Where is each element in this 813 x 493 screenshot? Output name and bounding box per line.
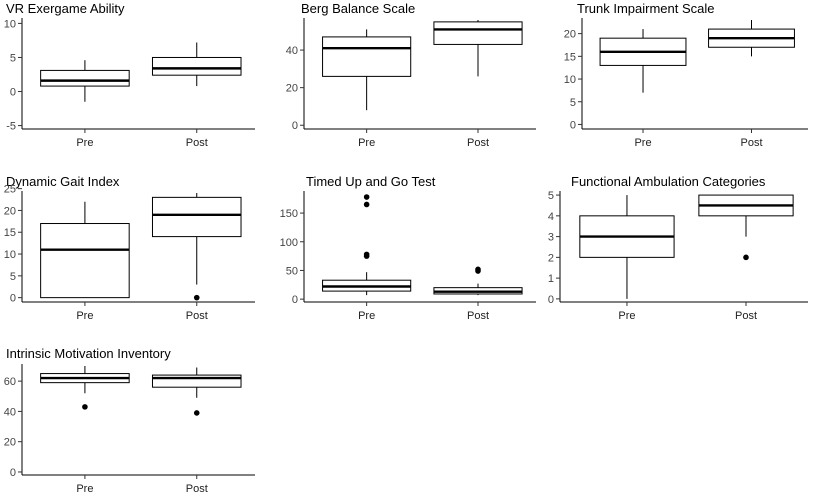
trunk-impairment-scale-y-tick-label: 15 [564,51,576,63]
trunk-impairment-scale-panel: Trunk Impairment Scale 0 5 10 15 20 Pre Post [564,1,808,149]
dynamic-gait-index-post-outlier-point [193,294,200,301]
dynamic-gait-index-x-tick-label-pre: Pre [76,310,93,322]
intrinsic-motivation-inventory-panel: Intrinsic Motivation Inventory 0 20 40 60 Pre… [4,346,255,493]
functional-ambulation-categories-y-tick-label: 1 [548,273,554,285]
timed-up-and-go-test-post-outlier-point [475,266,481,273]
dynamic-gait-index-title: Dynamic Gait Index [6,174,120,189]
vr-exergame-ability-y-tick-label: 5 [10,52,16,64]
dynamic-gait-index-y-tick-label: 10 [4,249,16,261]
trunk-impairment-scale-x-tick-label-post: Post [740,137,762,149]
timed-up-and-go-test-pre-outlier-point [363,251,370,258]
vr-exergame-ability-post-box [151,56,242,76]
dynamic-gait-index-y-tick-label: 20 [4,205,16,217]
timed-up-and-go-test-y-tick-label: 150 [280,208,298,220]
intrinsic-motivation-inventory-post-outlier-point [193,410,200,416]
berg-balance-scale-y-tick-label: 40 [286,45,298,57]
trunk-impairment-scale-title: Trunk Impairment Scale [577,1,715,16]
timed-up-and-go-test-y-tick-label: 0 [292,294,298,306]
berg-balance-scale-panel: Berg Balance Scale 0 20 40 Pre Post [286,1,536,149]
intrinsic-motivation-inventory-pre-outlier-point [82,404,88,410]
functional-ambulation-categories-panel: Functional Ambulation Categories 0 1 2 3 4 5 Pr… [548,174,808,322]
trunk-impairment-scale-y-tick-label: 20 [564,29,576,41]
berg-balance-scale-x-tick-label-post: Post [467,137,489,149]
trunk-impairment-scale-y-tick-label: 10 [564,74,576,86]
vr-exergame-ability-y-tick-label: 0 [10,87,16,99]
vr-exergame-ability-x-tick-label-post: Post [186,137,208,149]
functional-ambulation-categories-y-tick-label: 4 [548,211,554,223]
timed-up-and-go-test-x-tick-label-post: Post [467,310,489,322]
intrinsic-motivation-inventory-x-tick-label-post: Post [186,483,208,493]
vr-exergame-ability-y-tick-label: -5 [6,121,16,133]
berg-balance-scale-pre-box [322,36,412,77]
functional-ambulation-categories-x-tick-label-post: Post [735,310,757,322]
intrinsic-motivation-inventory-y-tick-label: 40 [4,406,16,418]
functional-ambulation-categories-y-tick-label: 3 [548,232,554,244]
intrinsic-motivation-inventory-post-box [151,374,242,388]
berg-balance-scale-x-tick-label-pre: Pre [358,137,375,149]
dynamic-gait-index-y-tick-label: 25 [4,184,16,196]
dynamic-gait-index-y-tick-label: 5 [10,271,16,283]
timed-up-and-go-test-panel: Timed Up and Go Test 0 50 100 150 Pre Post [280,174,536,322]
berg-balance-scale-title: Berg Balance Scale [301,1,415,16]
dynamic-gait-index-post-box [151,196,242,238]
functional-ambulation-categories-post-outlier-point [743,254,749,261]
timed-up-and-go-test-y-tick-label: 50 [286,265,298,277]
trunk-impairment-scale-x-tick-label-pre: Pre [634,137,651,149]
functional-ambulation-categories-y-tick-label: 2 [548,252,554,264]
intrinsic-motivation-inventory-y-tick-label: 0 [10,467,16,479]
dynamic-gait-index-y-tick-label: 0 [10,293,16,305]
intrinsic-motivation-inventory-title: Intrinsic Motivation Inventory [6,346,171,361]
vr-exergame-ability-x-tick-label-pre: Pre [76,137,93,149]
intrinsic-motivation-inventory-x-tick-label-pre: Pre [76,483,93,493]
functional-ambulation-categories-y-tick-label: 0 [548,294,554,306]
vr-exergame-ability-y-tick-label: 10 [4,18,16,30]
intrinsic-motivation-inventory-y-tick-label: 60 [4,376,16,388]
berg-balance-scale-y-tick-label: 0 [292,120,298,132]
berg-balance-scale-post-box [433,21,523,45]
intrinsic-motivation-inventory-y-tick-label: 20 [4,437,16,449]
timed-up-and-go-test-pre-outlier-point [363,194,370,200]
vr-exergame-ability-pre-box [40,69,130,87]
timed-up-and-go-test-x-tick-label-pre: Pre [358,310,375,322]
timed-up-and-go-test-title: Timed Up and Go Test [306,174,436,189]
dynamic-gait-index-y-tick-label: 15 [4,227,16,239]
vr-exergame-ability-panel: VR Exergame Ability -5 0 5 10 Pre Post [4,1,255,149]
timed-up-and-go-test-y-tick-label: 100 [280,237,298,249]
timed-up-and-go-test-pre-outlier-point [363,201,370,208]
dynamic-gait-index-x-tick-label-post: Post [186,310,208,322]
vr-exergame-ability-title: VR Exergame Ability [6,1,125,16]
trunk-impairment-scale-y-tick-label: 0 [570,119,576,131]
trunk-impairment-scale-y-tick-label: 5 [570,97,576,109]
functional-ambulation-categories-y-tick-label: 5 [548,190,554,202]
dynamic-gait-index-pre-box [40,223,130,299]
berg-balance-scale-y-tick-label: 20 [286,83,298,95]
functional-ambulation-categories-title: Functional Ambulation Categories [571,174,766,189]
functional-ambulation-categories-x-tick-label-pre: Pre [618,310,635,322]
dynamic-gait-index-panel: Dynamic Gait Index 0 5 10 15 20 25 Pre Post [4,174,255,322]
